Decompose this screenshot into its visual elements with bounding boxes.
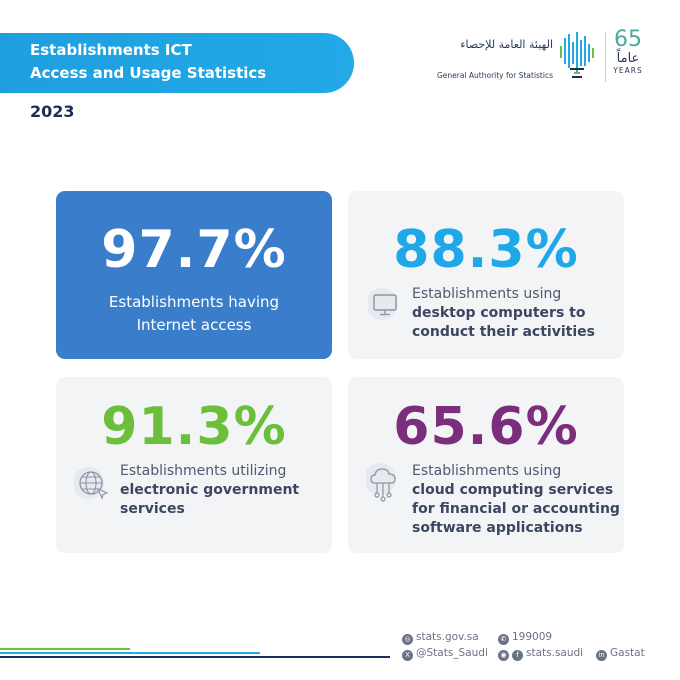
stat-description-emphasis: services (120, 501, 185, 517)
stat-description-emphasis: conduct their activities (412, 324, 595, 340)
stat-description: Establishments having Internet access (56, 291, 332, 337)
linkedin-text: Gastat (610, 647, 645, 659)
stat-description-line: Establishments having (108, 293, 280, 311)
globe-cursor-icon (74, 467, 109, 500)
desktop-computer-icon (368, 288, 398, 320)
stat-description-line: software applications (412, 519, 620, 538)
stat-card-cloud-computing: 65.6% Establishments using cloud computi… (348, 377, 624, 553)
header-title-line1: Establishments ICT (30, 41, 192, 59)
anniversary-badge: 65 عاماً YEARS (608, 28, 648, 84)
logo-area: الهيئة العامة للإحصاء General Authority … (418, 28, 648, 88)
stat-description: Establishments utilizing electronic gove… (120, 462, 299, 519)
anniversary-number: 65 (614, 27, 642, 52)
website-text: stats.gov.sa (416, 631, 479, 643)
logo-divider (605, 32, 606, 82)
stat-description-emphasis: for financial or accounting (412, 501, 620, 517)
cloud-network-icon (366, 463, 396, 502)
footer-social[interactable]: ◉ f stats.saudi (498, 647, 583, 661)
globe-icon: ◎ (402, 634, 413, 645)
stat-description-line: for financial or accounting (412, 500, 620, 519)
stat-card-desktop-computers: 88.3% Establishments using desktop compu… (348, 191, 624, 359)
stat-description-line: electronic government (120, 481, 299, 500)
stat-description-emphasis: cloud computing services (412, 482, 614, 498)
facebook-icon: f (512, 650, 523, 661)
anniversary-arabic: عاماً (616, 51, 640, 66)
phone-text: 199009 (512, 631, 553, 643)
anniversary-english: YEARS (613, 66, 643, 75)
stat-card-egov-services: 91.3% Establishments utilizing electroni… (56, 377, 332, 553)
stat-description-emphasis: electronic government (120, 482, 300, 498)
stat-description-emphasis: software applications (412, 520, 583, 536)
stat-description: Establishments using cloud computing ser… (412, 462, 620, 538)
org-name-english: General Authority for Statistics (436, 71, 553, 80)
stat-description-line: services (120, 500, 299, 519)
footer-line-navy (0, 656, 390, 658)
report-year: 2023 (30, 102, 75, 121)
footer-phone[interactable]: ✆ 199009 (498, 631, 552, 645)
footer-website[interactable]: ◎ stats.gov.sa (402, 631, 479, 645)
phone-icon: ✆ (498, 634, 509, 645)
instagram-icon: ◉ (498, 650, 509, 661)
stat-description-line: Establishments using (412, 286, 562, 302)
stat-value: 65.6% (393, 397, 579, 457)
stat-description-line: desktop computers to (412, 304, 595, 323)
twitter-text: @Stats_Saudi (416, 647, 488, 659)
stat-description-line: cloud computing services (412, 481, 620, 500)
stat-card-internet-access: 97.7% Establishments having Internet acc… (56, 191, 332, 359)
org-name-arabic: الهيئة العامة للإحصاء (460, 38, 553, 51)
stat-description: Establishments using desktop computers t… (412, 285, 595, 342)
footer-linkedin[interactable]: in Gastat (596, 647, 645, 661)
x-twitter-icon: X (402, 650, 413, 661)
stat-value: 91.3% (101, 397, 287, 457)
stat-description-line: Establishments utilizing (120, 463, 287, 479)
linkedin-icon: in (596, 650, 607, 661)
stat-description-line: conduct their activities (412, 323, 595, 342)
stat-value: 88.3% (393, 220, 579, 280)
footer-twitter[interactable]: X @Stats_Saudi (402, 647, 488, 661)
social-text: stats.saudi (526, 647, 584, 659)
gastat-logo-icon (560, 32, 594, 78)
stat-description-emphasis: desktop computers to (412, 305, 586, 321)
footer-line-green (0, 648, 130, 650)
stat-description-line: Internet access (136, 316, 252, 334)
footer-line-blue (0, 652, 260, 654)
header-title-line2: Access and Usage Statistics (30, 64, 267, 82)
stat-description-line: Establishments using (412, 463, 562, 479)
header-banner: Establishments ICT Access and Usage Stat… (0, 33, 354, 93)
stat-value: 97.7% (101, 220, 287, 280)
